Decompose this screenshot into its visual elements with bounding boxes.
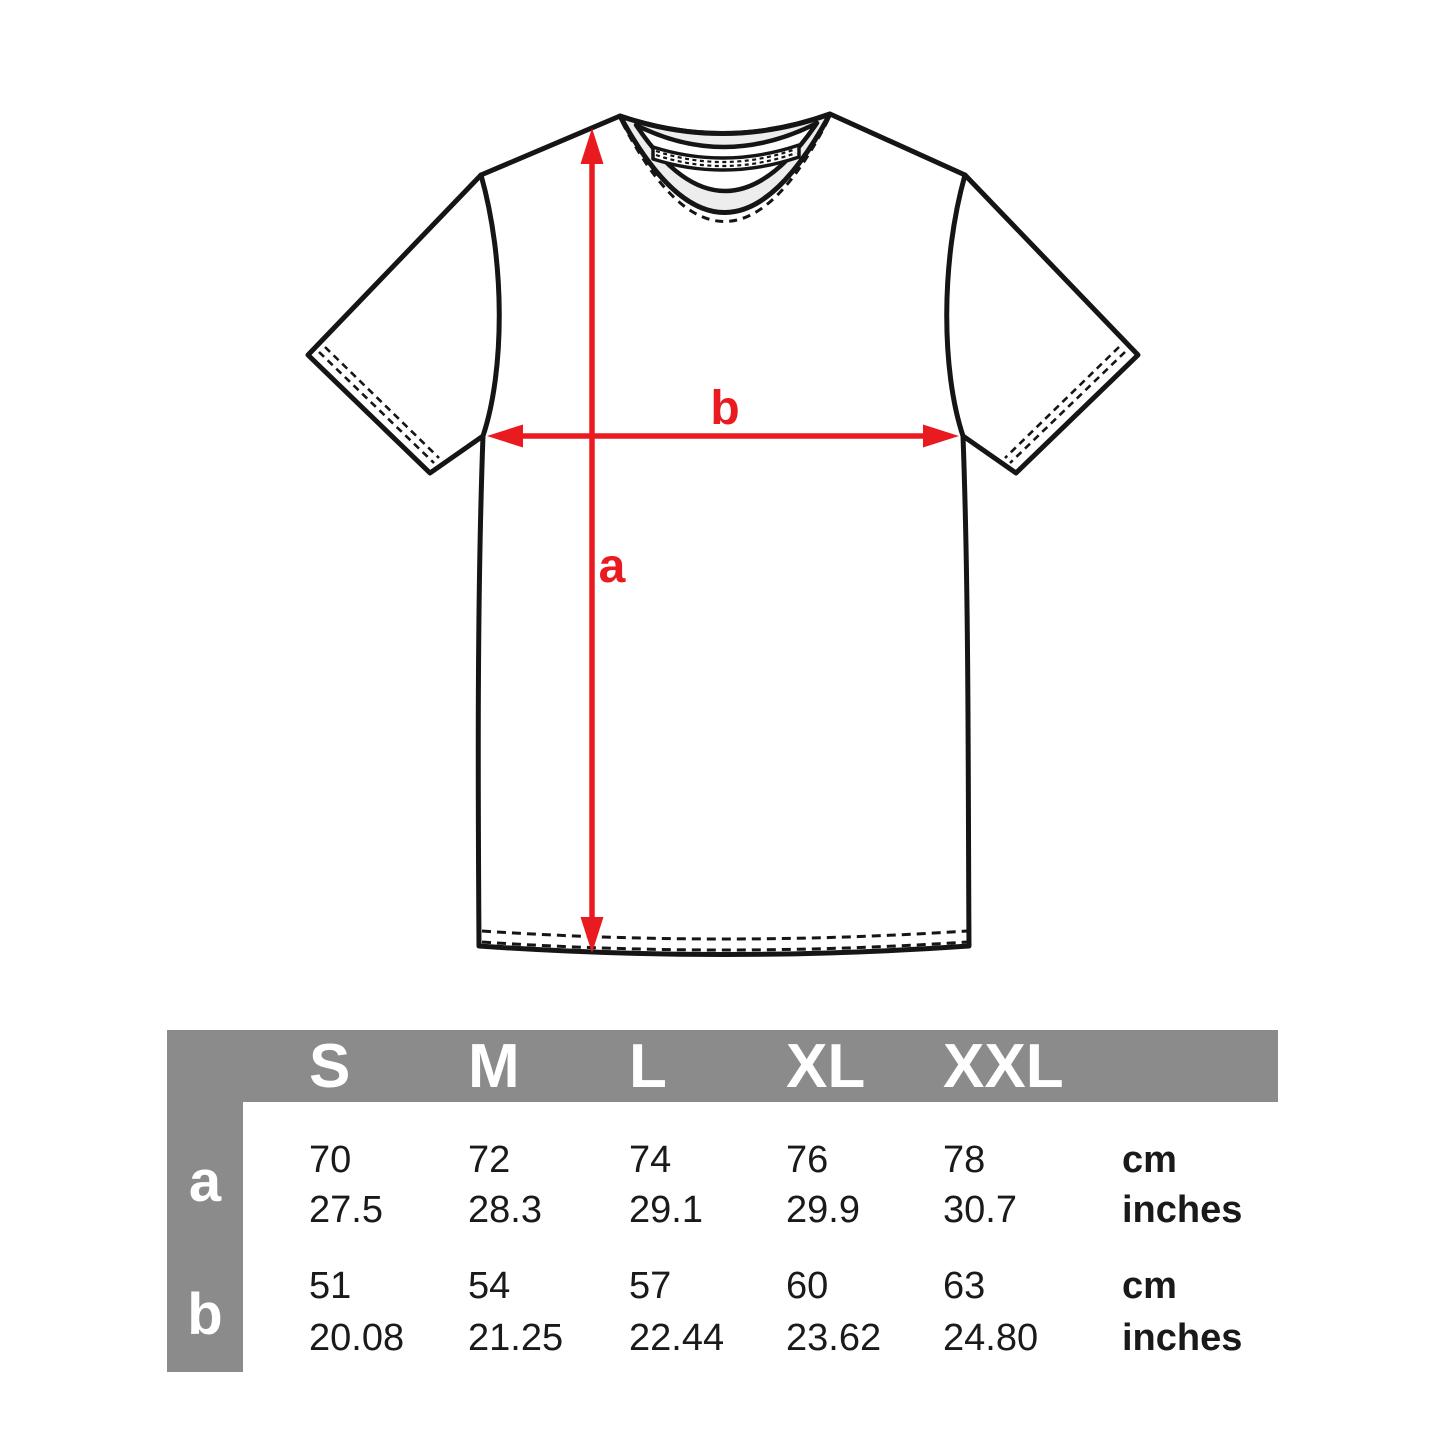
unit-label-b-inches: inches	[1122, 1317, 1243, 1359]
hem-stitching	[481, 929, 968, 952]
length-dimension-label: a	[599, 540, 626, 593]
cell-a-in-l: 29.1	[629, 1189, 703, 1231]
back-neck-tape-stitching	[655, 147, 797, 168]
size-header-xl: XL	[786, 1032, 866, 1101]
right-armhole-seam	[944, 172, 968, 439]
tshirt-technical-drawing: b a	[305, 111, 1141, 957]
size-table-header-bar	[167, 1030, 1278, 1102]
cell-b-in-m: 21.25	[468, 1317, 564, 1359]
cell-b-cm-l: 57	[629, 1265, 672, 1307]
arrowhead-right	[923, 424, 959, 448]
cell-b-in-xl: 23.62	[786, 1317, 882, 1359]
cell-a-in-m: 28.3	[468, 1189, 542, 1231]
cell-a-in-xl: 29.9	[786, 1189, 860, 1231]
size-header-xxl: XXL	[943, 1032, 1064, 1101]
cell-a-cm-s: 70	[309, 1139, 352, 1181]
back-neck-tape	[651, 143, 801, 172]
left-armhole-seam	[478, 172, 502, 439]
size-header-s: S	[309, 1032, 351, 1101]
cell-a-in-s: 27.5	[309, 1189, 383, 1231]
length-dimension-arrow	[580, 128, 604, 953]
cell-b-cm-m: 54	[468, 1265, 511, 1307]
size-header-l: L	[629, 1032, 667, 1101]
left-cuff-stitching	[318, 346, 440, 464]
unit-label-a-cm: cm	[1122, 1139, 1177, 1181]
cell-b-cm-xl: 60	[786, 1265, 829, 1307]
width-dimension-arrow	[487, 424, 959, 448]
unit-label-b-cm: cm	[1122, 1265, 1177, 1307]
tshirt-silhouette	[305, 111, 1141, 957]
arrowhead-down	[580, 917, 604, 953]
cell-a-cm-l: 74	[629, 1139, 672, 1181]
row-label-column	[167, 1030, 243, 1372]
arrowhead-left	[487, 424, 523, 448]
cell-a-cm-xl: 76	[786, 1139, 829, 1181]
cell-b-cm-s: 51	[309, 1265, 352, 1307]
row-label-a: a	[188, 1149, 222, 1214]
arrowhead-up	[580, 128, 604, 164]
size-header-m: M	[468, 1032, 520, 1101]
cell-b-in-l: 22.44	[629, 1317, 725, 1359]
cell-a-in-xxl: 30.7	[943, 1189, 1017, 1231]
unit-label-a-inches: inches	[1122, 1189, 1243, 1231]
cell-b-in-xxl: 24.80	[943, 1317, 1039, 1359]
right-cuff-stitching	[1004, 346, 1126, 464]
cell-b-in-s: 20.08	[309, 1317, 405, 1359]
row-label-b: b	[187, 1282, 223, 1347]
cell-b-cm-xxl: 63	[943, 1265, 986, 1307]
cell-a-cm-xxl: 78	[943, 1139, 986, 1181]
width-dimension-label: b	[710, 382, 739, 435]
cell-a-cm-m: 72	[468, 1139, 511, 1181]
